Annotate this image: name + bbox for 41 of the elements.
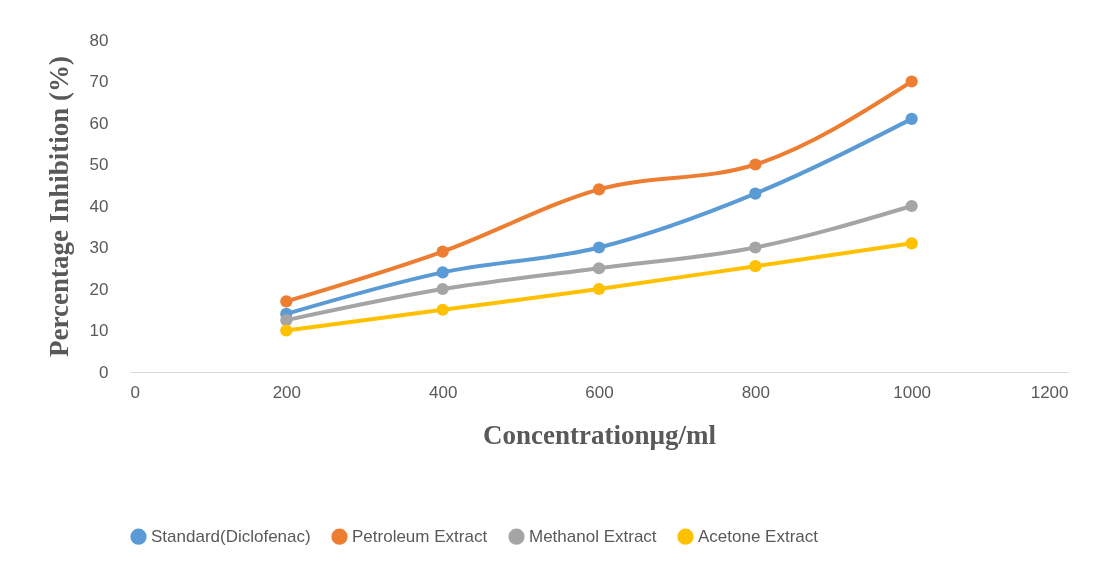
- y-tick-label: 50: [89, 155, 109, 174]
- legend-label: Acetone Extract: [698, 526, 819, 546]
- point: [592, 241, 606, 254]
- point: [592, 282, 606, 296]
- point: [905, 112, 918, 125]
- y-tick-label: 40: [89, 196, 109, 216]
- legend-label: Methanol Extract: [529, 526, 657, 546]
- point: [749, 158, 762, 171]
- y-tick-label: 80: [89, 30, 109, 50]
- legend-label: Standard(Diclofenac): [151, 526, 311, 546]
- point: [280, 324, 293, 337]
- point: [749, 260, 762, 273]
- x-tick-label: 600: [585, 382, 614, 402]
- point: [280, 314, 293, 327]
- point: [905, 237, 918, 250]
- point: [749, 241, 762, 254]
- point: [749, 187, 762, 200]
- x-tick-label: 1200: [1030, 382, 1069, 402]
- y-tick-label: 30: [89, 238, 109, 257]
- x-tick-label: 400: [428, 382, 458, 402]
- legend-label: Petroleum Extract: [352, 526, 488, 546]
- point: [436, 266, 449, 279]
- point: [905, 75, 918, 88]
- point: [436, 303, 449, 316]
- point: [592, 183, 606, 196]
- y-axis-title: Percentage Inhibition (%): [43, 56, 74, 357]
- y-tick-label: 10: [89, 321, 109, 340]
- x-tick-label: 0: [130, 382, 140, 402]
- y-tick-label: 20: [89, 279, 109, 299]
- x-tick-label: 1000: [893, 382, 932, 402]
- point: [905, 199, 918, 213]
- x-axis-title: Concentrationµg/ml: [482, 419, 717, 450]
- y-tick-label: 70: [89, 72, 109, 91]
- point: [436, 245, 449, 258]
- y-tick-label: 60: [89, 113, 109, 133]
- point: [280, 295, 293, 308]
- point: [436, 282, 449, 296]
- x-tick-label: 800: [741, 382, 771, 402]
- point: [592, 262, 606, 275]
- x-tick-label: 200: [272, 382, 302, 402]
- y-tick-label: 0: [99, 362, 109, 382]
